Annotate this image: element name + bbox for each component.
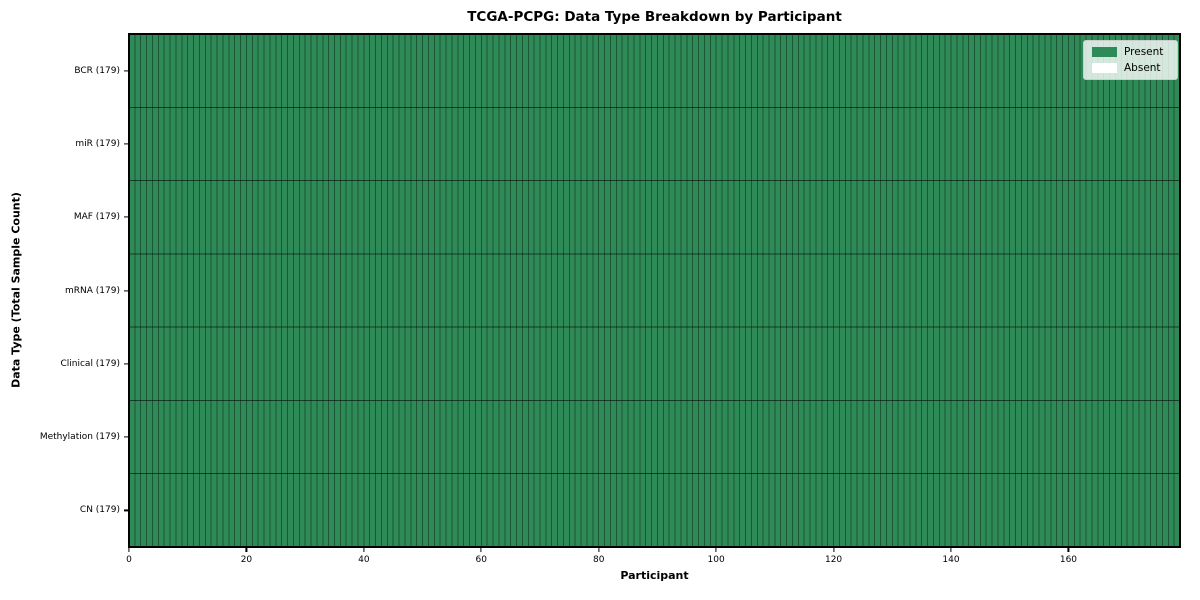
y-tick-mark-BCR: [124, 70, 128, 72]
present-swatch: [1092, 47, 1117, 58]
x-tick-mark-80: [598, 548, 600, 552]
x-tick-mark-20: [245, 548, 248, 552]
y-tick-mark-CN: [124, 509, 128, 511]
y-tick-label-miR: miR (179): [75, 138, 120, 149]
chart-title: TCGA-PCPG: Data Type Breakdown by Partic…: [467, 9, 842, 25]
row-present-MAF: [129, 180, 1180, 254]
y-tick-label-MAF: MAF (179): [73, 212, 120, 223]
y-tick-mark-Methylation: [124, 436, 128, 438]
row-present-Methylation: [129, 400, 1180, 474]
x-axis-label: Participant: [620, 569, 689, 582]
absent-swatch: [1092, 62, 1117, 73]
plot-area: [128, 33, 1181, 548]
x-tick-label-40: 40: [358, 555, 370, 565]
y-tick-mark-Clinical: [124, 363, 128, 365]
y-tick-label-Methylation: Methylation (179): [39, 432, 120, 443]
x-tick-mark-0: [128, 548, 130, 552]
x-tick-mark-120: [832, 548, 835, 552]
y-tick-label-CN: CN (179): [79, 505, 120, 516]
x-tick-label-60: 60: [475, 555, 488, 565]
x-tick-mark-160: [1067, 548, 1070, 552]
x-tick-mark-40: [363, 548, 365, 552]
y-tick-label-mRNA: mRNA (179): [65, 285, 120, 296]
x-tick-label-80: 80: [592, 555, 605, 565]
x-tick-label-20: 20: [240, 555, 253, 565]
x-tick-mark-60: [480, 548, 482, 552]
legend-label-absent: Absent: [1124, 61, 1161, 74]
presence-grid: [128, 33, 1181, 548]
y-tick-label-BCR: BCR (179): [74, 65, 120, 76]
row-present-BCR: [129, 34, 1180, 108]
legend-entry-absent: Absent: [1092, 61, 1169, 74]
x-tick-label-120: 120: [824, 555, 843, 565]
x-tick-mark-140: [950, 548, 952, 552]
y-tick-mark-miR: [124, 143, 128, 145]
row-present-CN: [129, 473, 1180, 547]
x-tick-mark-100: [715, 548, 717, 552]
row-present-miR: [129, 107, 1180, 181]
legend: Present Absent: [1083, 40, 1178, 80]
row-present-Clinical: [129, 327, 1180, 401]
row-present-mRNA: [129, 253, 1180, 328]
legend-label-present: Present: [1124, 46, 1164, 58]
legend-entry-present: Present: [1092, 47, 1169, 58]
y-tick-mark-MAF: [124, 216, 128, 218]
x-tick-label-160: 160: [1059, 555, 1078, 565]
x-tick-label-0: 0: [126, 555, 132, 565]
y-tick-mark-mRNA: [124, 289, 128, 292]
y-tick-label-Clinical: Clinical (179): [60, 358, 120, 369]
x-tick-label-100: 100: [707, 555, 725, 565]
x-tick-label-140: 140: [942, 555, 960, 565]
